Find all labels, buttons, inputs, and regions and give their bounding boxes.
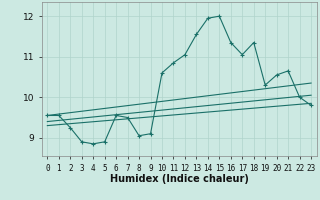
X-axis label: Humidex (Indice chaleur): Humidex (Indice chaleur) xyxy=(110,174,249,184)
